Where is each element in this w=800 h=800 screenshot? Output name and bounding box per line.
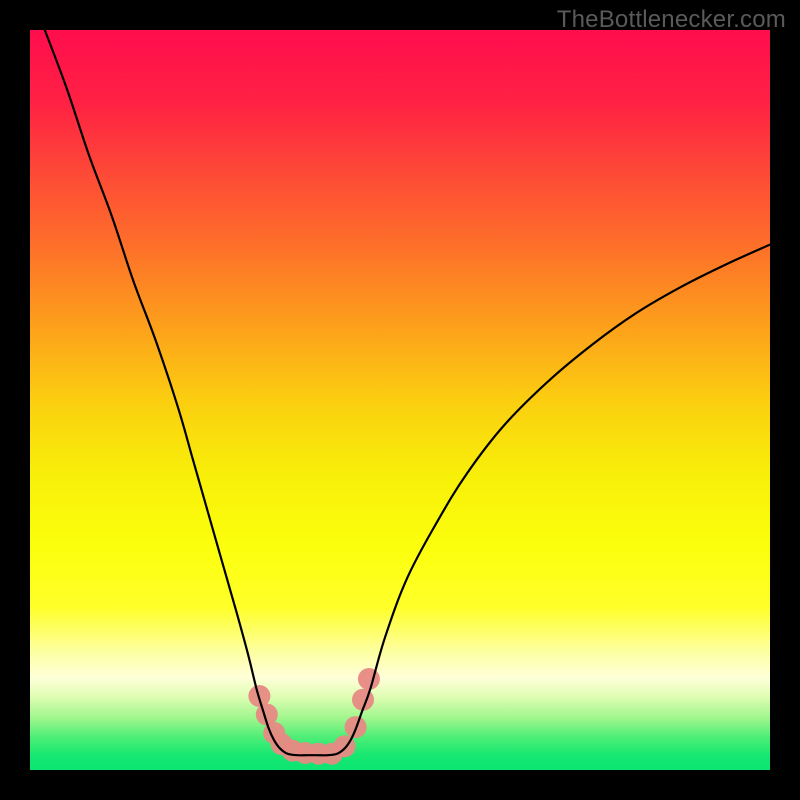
- plot-svg: [30, 30, 770, 770]
- marker-point: [358, 668, 380, 690]
- chart-frame: TheBottlenecker.com: [0, 0, 800, 800]
- plot-area: [30, 30, 770, 770]
- gradient-background: [30, 30, 770, 770]
